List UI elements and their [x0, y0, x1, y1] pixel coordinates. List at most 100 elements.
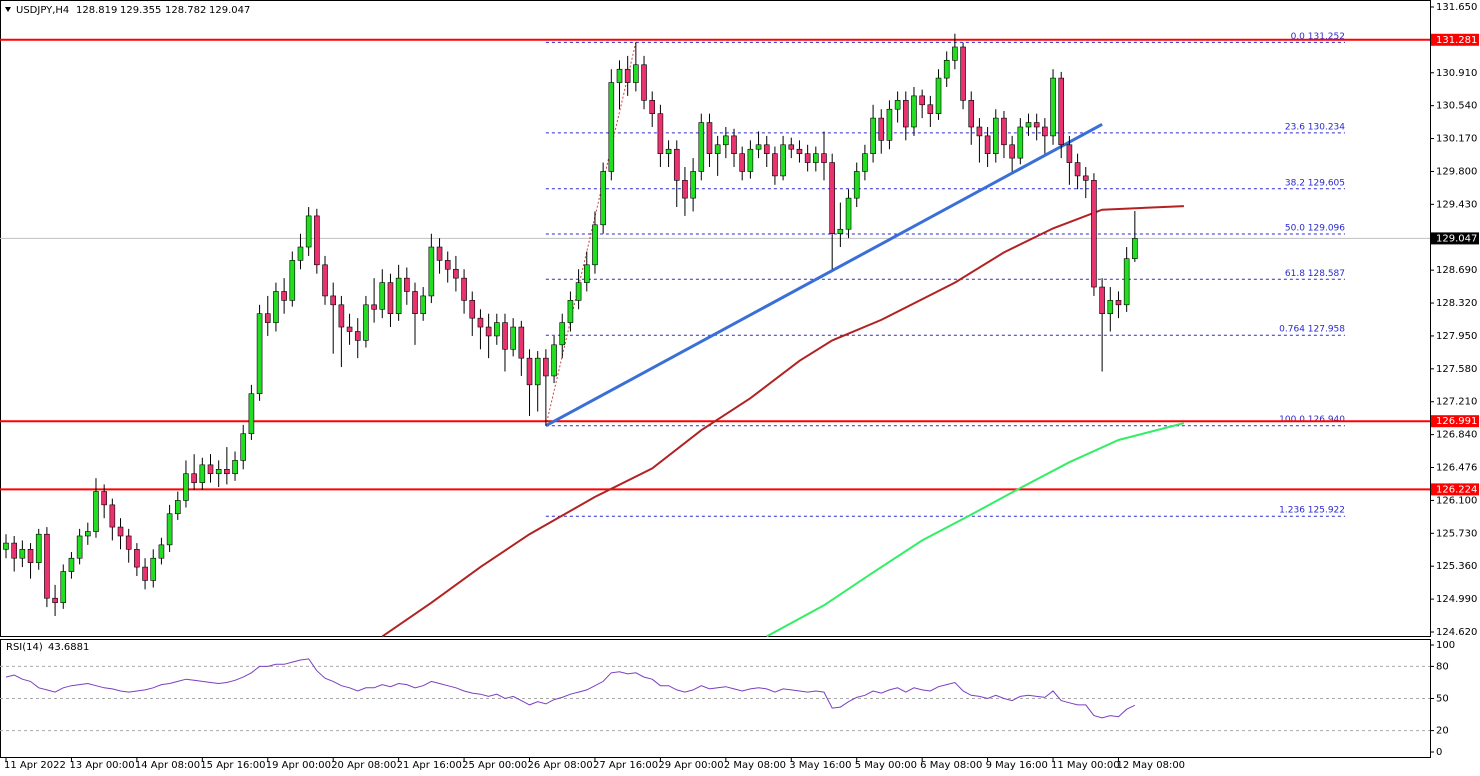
candle-body [616, 68, 623, 83]
candle-body [796, 148, 803, 154]
x-tick-label: 11 May 00:00 [1051, 760, 1120, 771]
x-tick-label: 14 Apr 08:00 [135, 760, 200, 771]
candle-body [158, 544, 165, 559]
x-tick-label: 5 May 00:00 [855, 760, 917, 771]
candle-body [1099, 286, 1105, 315]
candle-body [85, 531, 91, 537]
candle-body [551, 344, 557, 377]
y-tick-label: 125.730 [1436, 528, 1477, 539]
candle-body [485, 326, 492, 337]
candle-body [575, 282, 582, 301]
x-tick-label: 3 May 16:00 [789, 760, 851, 771]
y-tick-label: 127.580 [1436, 364, 1477, 375]
candle-body [641, 64, 647, 101]
level-tag-label: 131.281 [1436, 35, 1477, 46]
candle-body [191, 473, 197, 483]
candle-body [902, 100, 909, 128]
candle-body [493, 322, 500, 337]
candle-body [273, 291, 279, 323]
candle-body [199, 464, 206, 483]
candle-body [927, 104, 934, 114]
rsi-tick-label: 80 [1436, 661, 1449, 672]
candle-body [1123, 258, 1130, 306]
candle-body [322, 264, 328, 297]
candle-body [1017, 126, 1024, 159]
y-tick-label: 126.100 [1436, 495, 1477, 506]
candle-body [1115, 300, 1122, 306]
candle-body [608, 82, 615, 172]
main-panel [0, 0, 1431, 637]
candle-body [330, 295, 337, 306]
candle-body [714, 144, 721, 154]
rsi-title: RSI(14) [6, 642, 43, 653]
candle-body [297, 246, 304, 261]
candle-body [35, 533, 42, 563]
trendline [545, 123, 1103, 428]
header-close: 129.047 [209, 5, 250, 16]
candle-body [469, 300, 476, 319]
candle-body [232, 460, 238, 475]
candle-body [870, 117, 876, 154]
fib-label: 1.236 125.922 [1279, 506, 1345, 516]
candle-body [436, 246, 443, 261]
x-tick-label: 20 Apr 08:00 [331, 760, 396, 771]
candle-body [11, 542, 17, 559]
rsi-tick-label: 20 [1436, 726, 1449, 737]
candle-body [354, 331, 361, 341]
candle-body [117, 526, 124, 537]
candle-body [60, 571, 67, 603]
candle-body [183, 473, 189, 501]
candle-body [109, 504, 116, 528]
header-low: 128.782 [165, 5, 206, 16]
x-tick-label: 11 Apr 2022 [4, 760, 66, 771]
candle-body [1042, 126, 1048, 137]
rsi-tick-label: 100 [1436, 640, 1455, 651]
candle-body [215, 468, 222, 475]
header-open: 128.819 [76, 5, 117, 16]
candle-body [682, 180, 688, 199]
y-tick-label: 128.320 [1436, 298, 1477, 309]
fib-label: 0.764 127.958 [1279, 325, 1345, 335]
candle-body [788, 144, 795, 150]
y-tick-label: 130.910 [1436, 68, 1477, 79]
candle-body [166, 513, 173, 546]
y-tick-label: 129.800 [1436, 166, 1477, 177]
candle-body [518, 326, 525, 359]
candle-body [543, 357, 549, 377]
fib-label: 61.8 128.587 [1285, 269, 1345, 279]
candle-body [240, 433, 247, 461]
candle-body [829, 162, 835, 234]
candle-body [739, 153, 746, 172]
fib-anchor [545, 42, 637, 426]
candle-body [813, 153, 819, 163]
candle-body [125, 535, 132, 550]
candle-body [502, 322, 508, 350]
candle-body [1091, 180, 1097, 288]
candle-body [780, 144, 786, 177]
candle-body [314, 215, 320, 266]
x-tick-label: 27 Apr 16:00 [593, 760, 658, 771]
candle-body [984, 135, 991, 154]
rsi-tick-label: 0 [1436, 747, 1442, 758]
moving-average [381, 205, 1184, 638]
candle-body [1074, 162, 1081, 177]
candle-body [1033, 122, 1040, 128]
fib-label: 38.2 129.605 [1285, 178, 1345, 188]
candle-body [404, 277, 410, 292]
candle-body [93, 491, 99, 532]
symbol-title: USDJPY,H4 [16, 5, 69, 16]
level-tag [1431, 33, 1479, 46]
candle-body [624, 68, 631, 83]
candle-body [281, 291, 287, 301]
candle-body [559, 322, 566, 346]
menu-triangle [5, 7, 11, 12]
candle-body [853, 171, 860, 199]
current-price-label: 129.047 [1436, 233, 1477, 244]
level-tag [1431, 415, 1479, 428]
candle-body [592, 224, 598, 266]
y-tick-label: 127.210 [1436, 397, 1477, 408]
level-tag [1431, 483, 1479, 496]
x-tick-label: 9 May 16:00 [986, 760, 1048, 771]
candle-body [44, 533, 50, 599]
